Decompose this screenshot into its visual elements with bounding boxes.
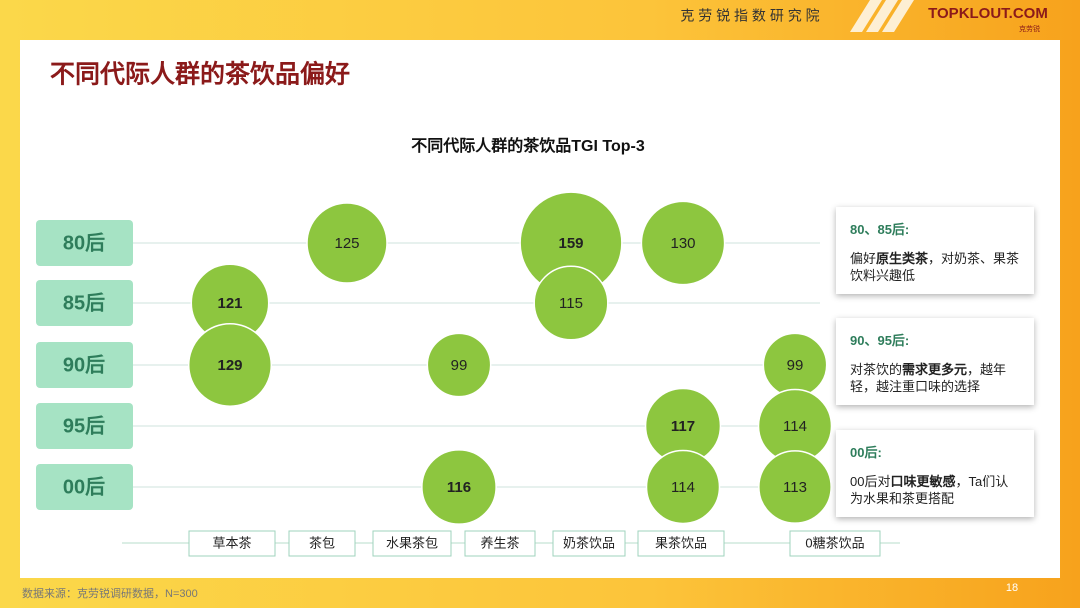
bubble-label: 114 bbox=[783, 418, 807, 435]
row-label: 95后 bbox=[63, 414, 105, 437]
row-label: 85后 bbox=[63, 291, 105, 314]
column-label: 0糖茶饮品 bbox=[805, 535, 864, 550]
bubble-label: 114 bbox=[671, 479, 695, 496]
note-text: ，越年轻，越注重口味的选择 bbox=[850, 362, 1007, 394]
stripes bbox=[850, 0, 914, 32]
note-text: 偏好 bbox=[850, 251, 877, 266]
source: 数据来源：克劳锐调研数据，N=300 bbox=[22, 586, 198, 600]
column-label-box bbox=[188, 530, 276, 557]
bubble bbox=[306, 202, 388, 284]
column-label-box bbox=[372, 530, 452, 557]
chart-title: 不同代际人群的茶饮品TGI Top-3 bbox=[411, 136, 645, 155]
row-label-box bbox=[36, 280, 133, 326]
note-card: 00后: 00后对口味更敏感，Ta们认为水果和茶更搭配 bbox=[836, 430, 1034, 517]
row-label-box bbox=[36, 220, 133, 266]
note-card: 80、85后: 偏好原生类茶，对奶茶、果茶饮料兴趣低 bbox=[836, 207, 1034, 294]
column-label: 养生茶 bbox=[480, 535, 519, 550]
bubble-label: 159 bbox=[558, 235, 583, 252]
bubble-label: 99 bbox=[787, 357, 804, 374]
note-card: 90、95后: 对茶饮的需求更多元，越年轻，越注重口味的选择 bbox=[836, 318, 1034, 405]
column-label-box bbox=[552, 530, 626, 557]
brand: TOPKLOUT.COM bbox=[928, 5, 1048, 22]
column-label: 果茶饮品 bbox=[655, 535, 707, 550]
bubble-label: 115 bbox=[559, 295, 583, 312]
bubble-label: 113 bbox=[783, 479, 807, 496]
note-title: 80、85后: bbox=[850, 222, 910, 237]
row-label: 90后 bbox=[63, 353, 105, 376]
bubble bbox=[645, 449, 721, 525]
bubble-label: 99 bbox=[451, 357, 468, 374]
bubble bbox=[187, 322, 273, 408]
bubble-label: 130 bbox=[670, 235, 695, 252]
bubble-label: 117 bbox=[671, 418, 695, 435]
row-label-box bbox=[36, 464, 133, 510]
row-label: 80后 bbox=[63, 231, 105, 254]
row-label-box bbox=[36, 342, 133, 388]
bubble-label: 116 bbox=[447, 479, 471, 496]
note-text: 口味更敏感 bbox=[890, 474, 956, 489]
bubble-label: 125 bbox=[334, 235, 359, 252]
bubble bbox=[533, 265, 609, 341]
note-body: 偏好原生类茶，对奶茶、果茶饮料兴趣低 bbox=[850, 250, 1020, 284]
note-text: 00后对 bbox=[850, 474, 891, 489]
bubble-label: 121 bbox=[217, 295, 242, 312]
column-label: 水果茶包 bbox=[386, 535, 438, 550]
page-number: 18 bbox=[1006, 582, 1018, 594]
column-label-box bbox=[464, 530, 536, 557]
institute: 克 劳 锐 指 数 研 究 院 bbox=[680, 8, 819, 24]
note-text: ，对奶茶、果茶饮料兴趣低 bbox=[850, 251, 1020, 283]
note-title: 00后: bbox=[850, 445, 882, 460]
note-title: 90、95后: bbox=[850, 333, 910, 348]
note-text: 对茶饮的 bbox=[850, 362, 903, 377]
column-label-box bbox=[789, 530, 881, 557]
column-label: 草本茶 bbox=[212, 535, 251, 550]
bubble bbox=[758, 450, 832, 524]
note-text: 需求更多元 bbox=[902, 362, 968, 377]
note-body: 00后对口味更敏感，Ta们认为水果和茶更搭配 bbox=[850, 473, 1020, 507]
slide-title: 不同代际人群的茶饮品偏好 bbox=[50, 60, 350, 89]
row-label-box bbox=[36, 403, 133, 449]
row-label: 00后 bbox=[63, 475, 105, 498]
note-body: 对茶饮的需求更多元，越年轻，越注重口味的选择 bbox=[850, 361, 1020, 395]
column-label: 奶茶饮品 bbox=[563, 535, 615, 550]
column-label: 茶包 bbox=[309, 535, 335, 550]
bubble bbox=[421, 449, 497, 525]
bubble bbox=[426, 332, 492, 398]
bubble bbox=[640, 200, 726, 286]
note-text: 原生类茶 bbox=[876, 251, 929, 266]
note-text: ，Ta们认为水果和茶更搭配 bbox=[850, 474, 1009, 506]
column-label-box bbox=[637, 530, 725, 557]
brand-sub: 克劳锐 bbox=[1019, 24, 1040, 33]
bubble-label: 129 bbox=[217, 357, 242, 374]
column-label-box bbox=[288, 530, 356, 557]
